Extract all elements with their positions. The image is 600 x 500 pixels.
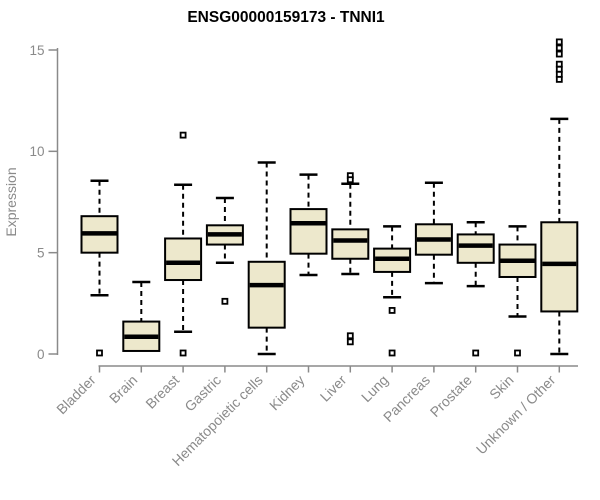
- y-tick-label: 0: [37, 347, 45, 362]
- outlier-point-prostate: [472, 349, 480, 357]
- x-category-label: Bladder: [53, 372, 99, 418]
- box-kidney: [289, 208, 328, 255]
- box-hematopoietic-cells: [247, 260, 286, 329]
- outlier-point-breast: [179, 349, 187, 357]
- y-tick-label: 15: [29, 43, 44, 58]
- box-prostate: [456, 233, 495, 264]
- y-tick-label: 5: [37, 245, 45, 260]
- box-breast: [164, 237, 203, 282]
- outlier-point-unknown-other: [555, 75, 563, 83]
- y-axis-title: Expression: [3, 167, 19, 236]
- x-category-label: Prostate: [427, 372, 475, 420]
- chart-title: ENSG00000159173 - TNNI1: [187, 9, 385, 26]
- x-category-label: Brain: [106, 372, 140, 406]
- outlier-point-bladder: [96, 349, 103, 357]
- outlier-point-liver: [346, 332, 354, 340]
- outlier-point-lung: [388, 307, 396, 314]
- x-category-label: Lung: [358, 372, 391, 405]
- outlier-point-liver: [346, 176, 354, 184]
- outlier-point-gastric: [221, 297, 229, 305]
- x-category-label: Skin: [486, 372, 517, 403]
- outlier-point-liver: [346, 338, 354, 346]
- outlier-point-unknown-other: [555, 38, 563, 46]
- y-tick-label: 10: [29, 144, 44, 159]
- boxes-group: [80, 38, 579, 357]
- x-category-label: Kidney: [266, 372, 308, 414]
- outlier-point-breast: [179, 131, 187, 139]
- outlier-point-skin: [514, 349, 521, 357]
- outlier-point-unknown-other: [555, 50, 563, 58]
- box-liver: [331, 228, 370, 260]
- outlier-point-unknown-other: [555, 44, 563, 52]
- x-category-label: Unknown / Other: [473, 372, 559, 458]
- outlier-point-lung: [388, 349, 396, 357]
- x-category-label: Liver: [317, 372, 350, 405]
- x-category-label: Breast: [142, 372, 182, 412]
- box-unknown-other: [540, 221, 579, 313]
